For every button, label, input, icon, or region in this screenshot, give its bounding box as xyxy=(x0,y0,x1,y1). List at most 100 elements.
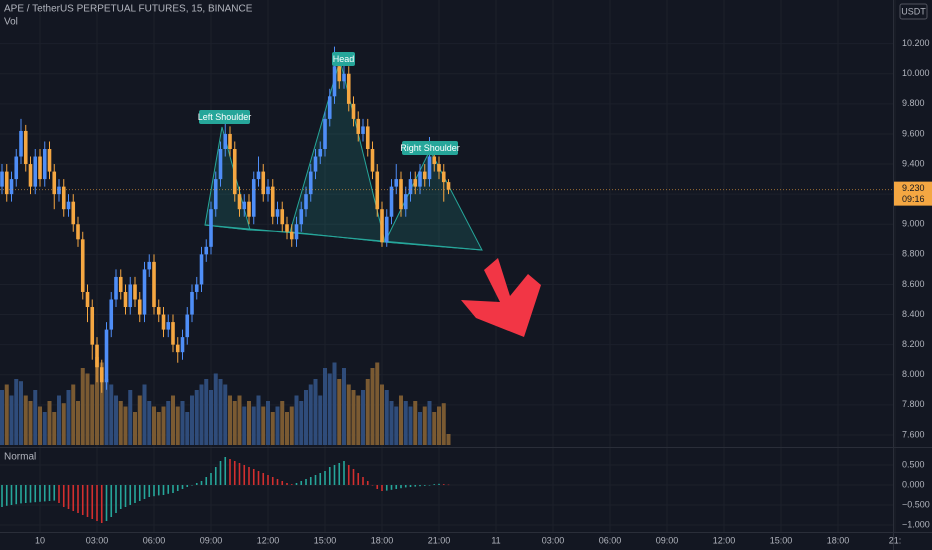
candle-body xyxy=(342,73,346,82)
osc-bar xyxy=(39,485,41,502)
candle-body xyxy=(0,171,4,187)
volume-bar xyxy=(361,390,365,445)
x-tick-label: 15:00 xyxy=(314,535,337,545)
volume-bar xyxy=(270,412,275,445)
candle-body xyxy=(42,149,47,180)
y-tick-label: 10.200 xyxy=(902,38,930,48)
volume-bar xyxy=(346,384,351,445)
candle-body xyxy=(47,149,52,172)
volume-bar xyxy=(332,362,337,445)
osc-bar xyxy=(195,483,198,485)
candle-body xyxy=(299,209,304,225)
volume-bar xyxy=(365,379,370,445)
osc-tick-label: −1.000 xyxy=(902,519,930,529)
volume-bar xyxy=(318,395,323,445)
chart-title: APE / TetherUS PERPETUAL FUTURES, 15, BI… xyxy=(4,4,253,15)
volume-bar xyxy=(261,406,266,445)
candle-body xyxy=(280,209,285,225)
volume-bar xyxy=(95,357,99,445)
osc-bar xyxy=(143,485,146,499)
candle-body xyxy=(294,224,299,240)
candle-body xyxy=(441,171,446,183)
x-tick-label: 03:00 xyxy=(542,535,565,545)
volume-bar xyxy=(446,434,451,445)
candle-body xyxy=(99,367,104,383)
osc-bar xyxy=(96,485,98,521)
volume-bar xyxy=(128,390,133,445)
candle-body xyxy=(437,164,441,172)
neckline xyxy=(204,224,483,251)
volume-bar xyxy=(61,403,66,445)
osc-bar xyxy=(105,485,108,521)
currency-box[interactable] xyxy=(899,3,928,20)
candle-body xyxy=(232,149,237,195)
candle-body xyxy=(332,66,337,97)
osc-bar xyxy=(271,477,274,485)
candle-body xyxy=(403,194,408,210)
candle-body xyxy=(61,186,66,210)
osc-bar xyxy=(181,485,184,489)
volume-pane xyxy=(0,357,451,445)
osc-bar xyxy=(257,471,260,485)
volume-bar xyxy=(432,412,437,445)
osc-tick-label: 0.000 xyxy=(902,479,925,489)
oscillator-label: Normal xyxy=(4,452,36,463)
candle-body xyxy=(346,73,351,104)
osc-bar xyxy=(428,485,431,486)
label-box xyxy=(332,52,355,66)
volume-bar xyxy=(104,379,109,445)
volume-bar xyxy=(266,401,270,445)
volume-bar xyxy=(218,379,223,445)
y-tick-label: 10.000 xyxy=(902,68,930,78)
osc-bar xyxy=(20,485,22,504)
candle-body xyxy=(228,133,232,149)
volume-bar xyxy=(242,406,247,445)
volume-bar xyxy=(19,381,23,445)
candle-body xyxy=(180,337,185,353)
osc-bar xyxy=(100,485,103,523)
volume-bar xyxy=(256,395,261,445)
down-arrow xyxy=(461,258,541,337)
candle-body xyxy=(90,307,95,345)
osc-bar xyxy=(34,485,37,503)
osc-bar xyxy=(219,461,222,485)
volume-bar xyxy=(161,406,166,445)
candle-body xyxy=(71,201,76,225)
currency[interactable]: USDT xyxy=(901,6,926,16)
volume-bar xyxy=(123,406,128,445)
candle-body xyxy=(247,201,251,217)
candle-body xyxy=(109,299,114,330)
osc-bar xyxy=(414,485,417,487)
osc-bar xyxy=(252,469,255,485)
pattern-label: Head xyxy=(333,54,355,64)
x-tick-label: 11 xyxy=(491,535,500,545)
candle-body xyxy=(133,284,137,300)
osc-tick-label: 0.500 xyxy=(902,459,925,469)
osc-bar xyxy=(110,485,113,517)
osc-bar xyxy=(77,485,79,513)
candle-body xyxy=(19,130,23,157)
osc-bar xyxy=(43,485,46,502)
osc-bar xyxy=(200,481,203,485)
osc-bar xyxy=(300,481,303,485)
candle-body xyxy=(413,179,418,187)
volume-bar xyxy=(0,390,4,445)
candle-body xyxy=(152,261,156,308)
volume-bar xyxy=(394,406,399,445)
candle-body xyxy=(327,96,332,119)
volume-bar xyxy=(327,373,332,445)
candle-body xyxy=(308,171,313,195)
candle-body xyxy=(33,156,38,187)
oscillator-pane xyxy=(1,457,450,523)
volume-bar xyxy=(71,384,76,445)
osc-bar xyxy=(15,485,18,505)
candle-body xyxy=(270,186,275,217)
candle-body xyxy=(76,224,80,240)
candle-body xyxy=(85,291,90,308)
osc-bar xyxy=(286,483,288,485)
volume-bar xyxy=(413,401,418,445)
x-tick-label: 09:00 xyxy=(200,535,223,545)
osc-bar xyxy=(371,485,374,486)
osc-bar xyxy=(210,473,212,485)
